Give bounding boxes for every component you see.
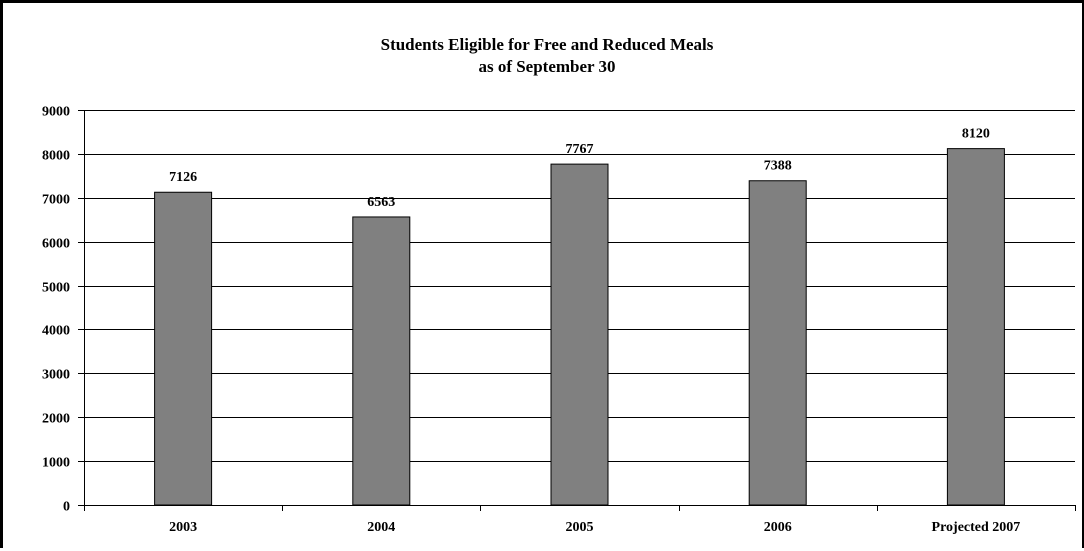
y-tick-label: 3000 bbox=[42, 368, 70, 383]
chart-title: Students Eligible for Free and Reduced M… bbox=[381, 35, 714, 54]
x-tick-label: 2005 bbox=[566, 520, 594, 535]
y-tick-label: 7000 bbox=[42, 193, 70, 208]
bar bbox=[352, 216, 411, 506]
x-tick-label: 2006 bbox=[764, 520, 792, 535]
bar bbox=[154, 191, 213, 506]
y-tick-label: 6000 bbox=[42, 237, 70, 252]
data-label: 7388 bbox=[764, 159, 792, 174]
y-tick-label: 4000 bbox=[42, 324, 70, 339]
x-tick-label: 2003 bbox=[169, 520, 197, 535]
chart-subtitle: as of September 30 bbox=[478, 57, 615, 76]
axes bbox=[78, 110, 1076, 511]
data-label: 6563 bbox=[367, 195, 395, 210]
bars bbox=[154, 148, 1005, 506]
data-label: 8120 bbox=[962, 127, 990, 142]
bar bbox=[550, 163, 609, 506]
bar bbox=[946, 148, 1005, 506]
x-tick-label: Projected 2007 bbox=[932, 520, 1021, 535]
y-tick-label: 8000 bbox=[42, 149, 70, 164]
y-tick-label: 2000 bbox=[42, 412, 70, 427]
bar-chart: Students Eligible for Free and Reduced M… bbox=[42, 35, 1076, 536]
y-tick-label: 1000 bbox=[42, 456, 70, 471]
y-tick-label: 5000 bbox=[42, 281, 70, 296]
labels: 0 1000 2000 3000 4000 5000 6000 7000 8000 9000 712… bbox=[42, 105, 1020, 536]
data-label: 7126 bbox=[169, 170, 197, 185]
bar bbox=[748, 180, 807, 506]
y-tick-label: 9000 bbox=[42, 105, 70, 120]
x-tick-label: 2004 bbox=[367, 520, 395, 535]
y-tick-label: 0 bbox=[63, 500, 70, 515]
data-label: 7767 bbox=[566, 142, 594, 157]
